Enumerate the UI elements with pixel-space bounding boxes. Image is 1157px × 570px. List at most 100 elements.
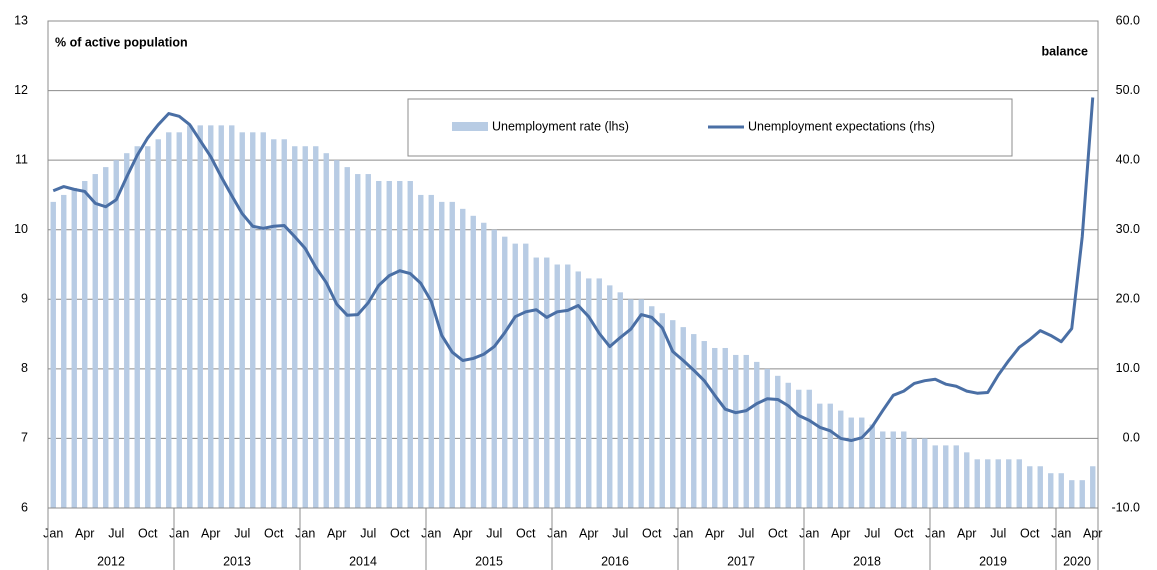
bar bbox=[523, 243, 529, 508]
bar bbox=[103, 167, 109, 508]
bar bbox=[491, 229, 497, 508]
bar bbox=[302, 146, 308, 508]
bar bbox=[722, 347, 728, 508]
bar bbox=[901, 431, 907, 508]
bar bbox=[512, 243, 518, 508]
y2-tick-label: 10.0 bbox=[1116, 361, 1140, 375]
x-tick-label: Oct bbox=[516, 526, 536, 540]
y2-tick-label: 30.0 bbox=[1116, 222, 1140, 236]
bar bbox=[869, 424, 875, 508]
year-label: 2017 bbox=[727, 554, 755, 568]
bar bbox=[460, 208, 466, 509]
bar bbox=[953, 445, 959, 508]
bar bbox=[985, 459, 991, 508]
x-tick-label: Apr bbox=[579, 526, 598, 540]
bar bbox=[680, 327, 686, 508]
bar bbox=[586, 278, 592, 508]
bar bbox=[838, 410, 844, 508]
bar bbox=[880, 431, 886, 508]
x-tick-label: Jul bbox=[612, 526, 628, 540]
bar bbox=[785, 382, 791, 508]
bar bbox=[670, 320, 676, 508]
bar bbox=[113, 160, 119, 508]
bar bbox=[344, 167, 350, 508]
bar bbox=[292, 146, 298, 508]
bar bbox=[239, 132, 245, 509]
x-tick-label: Jan bbox=[1051, 526, 1071, 540]
y2-tick-label: 40.0 bbox=[1116, 152, 1140, 166]
x-tick-label: Jul bbox=[360, 526, 376, 540]
y-axis-title: % of active population bbox=[55, 35, 188, 49]
x-tick-label: Jul bbox=[990, 526, 1006, 540]
bar bbox=[932, 445, 938, 508]
y2-tick-label: 60.0 bbox=[1116, 13, 1140, 27]
x-tick-label: Apr bbox=[705, 526, 724, 540]
legend-label: Unemployment expectations (rhs) bbox=[748, 119, 935, 133]
bar bbox=[313, 146, 319, 508]
y-tick-label: 13 bbox=[14, 13, 28, 27]
plot-frame bbox=[47, 20, 1099, 509]
bar bbox=[649, 306, 655, 508]
bar bbox=[61, 194, 67, 508]
x-tick-label: Apr bbox=[75, 526, 94, 540]
bar bbox=[407, 181, 413, 508]
bar bbox=[134, 146, 140, 508]
bar bbox=[439, 201, 445, 508]
bar bbox=[596, 278, 602, 508]
bar bbox=[859, 417, 865, 508]
line bbox=[52, 97, 1095, 443]
y2-tick-label: 20.0 bbox=[1116, 292, 1140, 306]
bar bbox=[943, 445, 949, 508]
x-tick-label: Jan bbox=[295, 526, 315, 540]
year-label: 2014 bbox=[349, 554, 377, 568]
y-tick-label: 8 bbox=[21, 361, 28, 375]
bar bbox=[166, 132, 172, 509]
x-tick-label: Jul bbox=[234, 526, 250, 540]
bar bbox=[82, 181, 88, 508]
x-tick-label: Apr bbox=[957, 526, 976, 540]
bar bbox=[1048, 473, 1054, 508]
x-tick-label: Jan bbox=[925, 526, 945, 540]
y-tick-label: 11 bbox=[15, 152, 28, 166]
bar bbox=[50, 201, 56, 508]
bar bbox=[638, 299, 644, 508]
x-tick-label: Jul bbox=[486, 526, 502, 540]
x-tick-label: Jan bbox=[547, 526, 567, 540]
bar bbox=[775, 375, 781, 508]
bar bbox=[145, 146, 151, 508]
bar bbox=[1027, 466, 1033, 508]
bar bbox=[428, 194, 434, 508]
x-tick-label: Apr bbox=[327, 526, 346, 540]
legend-label: Unemployment rate (lhs) bbox=[492, 119, 629, 133]
year-label: 2015 bbox=[475, 554, 503, 568]
x-tick-label: Oct bbox=[138, 526, 158, 540]
y-tick-label: 6 bbox=[21, 500, 28, 514]
bar bbox=[743, 354, 749, 508]
bar bbox=[124, 153, 130, 508]
bar bbox=[544, 257, 550, 508]
x-tick-label: Jul bbox=[108, 526, 124, 540]
bar bbox=[208, 125, 214, 508]
x-tick-label: Jul bbox=[738, 526, 754, 540]
bar bbox=[281, 139, 287, 508]
bar bbox=[964, 452, 970, 508]
x-tick-label: Apr bbox=[1083, 526, 1102, 540]
bar bbox=[607, 285, 613, 508]
bar bbox=[1090, 466, 1096, 508]
x-tick-label: Jan bbox=[673, 526, 693, 540]
bar bbox=[197, 125, 203, 508]
x-tick-label: Oct bbox=[768, 526, 788, 540]
x-tick-label: Oct bbox=[390, 526, 410, 540]
year-label: 2016 bbox=[601, 554, 629, 568]
bar bbox=[418, 194, 424, 508]
y-tick-label: 12 bbox=[14, 83, 28, 97]
bar bbox=[827, 403, 833, 508]
bar bbox=[565, 264, 571, 508]
bar bbox=[176, 132, 182, 509]
bar bbox=[1069, 480, 1075, 508]
bar bbox=[187, 125, 193, 508]
bar bbox=[323, 153, 329, 508]
bar bbox=[754, 361, 760, 508]
x-tick-label: Oct bbox=[642, 526, 662, 540]
bar bbox=[733, 354, 739, 508]
